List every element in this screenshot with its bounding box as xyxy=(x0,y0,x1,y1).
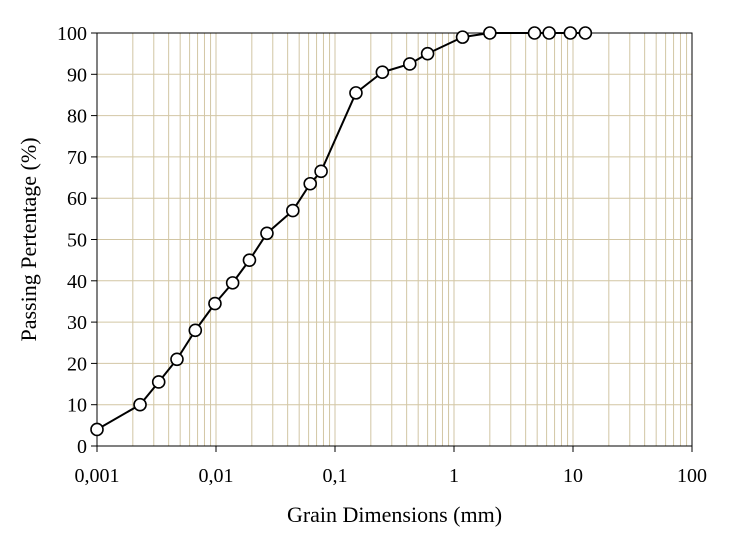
y-tick-label: 30 xyxy=(67,312,87,334)
y-tick-label: 50 xyxy=(67,230,87,252)
data-point xyxy=(578,26,593,40)
y-tick-label: 70 xyxy=(67,147,87,169)
data-point xyxy=(402,57,417,71)
data-point xyxy=(527,26,542,40)
y-tick-label: 10 xyxy=(67,395,87,417)
x-axis-title: Grain Dimensions (mm) xyxy=(287,502,502,527)
data-point xyxy=(208,296,222,311)
data-point xyxy=(563,26,578,40)
data-point xyxy=(170,352,184,367)
y-tick-label: 0 xyxy=(77,436,87,458)
data-point xyxy=(542,26,556,40)
series-line xyxy=(96,32,586,431)
data-point xyxy=(151,375,166,389)
y-axis-title: Passing Pertentage (%) xyxy=(16,137,41,341)
data-point xyxy=(260,226,274,241)
series xyxy=(90,26,593,437)
data-point xyxy=(90,422,104,437)
data-point xyxy=(188,323,203,338)
y-tick-label: 80 xyxy=(67,106,87,128)
y-tick-label: 100 xyxy=(57,23,87,45)
x-tick-label: 100 xyxy=(677,465,707,487)
x-tick-label: 10 xyxy=(563,465,583,487)
data-point xyxy=(286,203,300,218)
grid xyxy=(96,32,692,447)
y-tick-label: 90 xyxy=(67,64,87,86)
x-tick-label: 0,01 xyxy=(199,465,234,487)
x-tick-label: 1 xyxy=(449,465,459,487)
data-point xyxy=(349,86,363,100)
data-point xyxy=(420,46,435,61)
data-point xyxy=(483,26,497,40)
y-tick-label: 60 xyxy=(67,188,87,210)
x-tick-label: 0,1 xyxy=(323,465,348,487)
x-tick-label: 0,001 xyxy=(75,465,120,487)
data-point xyxy=(375,65,390,80)
y-tick-label: 40 xyxy=(67,271,87,293)
data-point xyxy=(303,176,318,191)
data-point xyxy=(455,30,470,44)
data-point xyxy=(225,276,240,290)
y-tick-label: 20 xyxy=(67,353,87,375)
data-point xyxy=(314,164,328,179)
data-point xyxy=(242,253,257,267)
ticks: 0 10 20 30 40 50 60 70 80 90 100 0,001 0,01 0,1 1 10 100 xyxy=(57,23,707,487)
data-point xyxy=(133,397,147,412)
